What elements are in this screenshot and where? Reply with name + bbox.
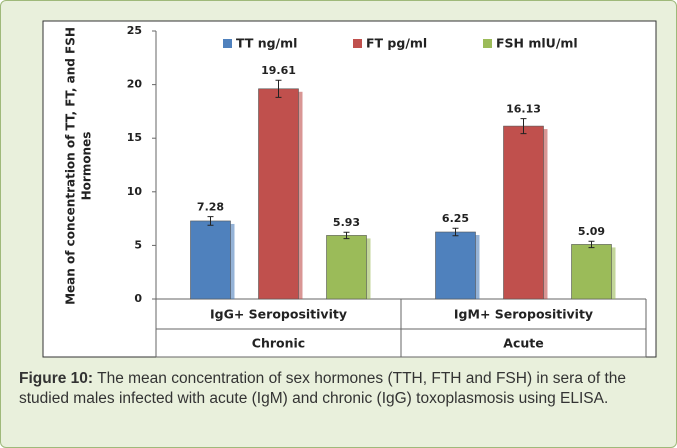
bar-shade: [611, 247, 616, 299]
legend-label: TT ng/ml: [236, 36, 297, 51]
legend-swatch: [483, 39, 492, 48]
y-tick-label: 0: [134, 292, 142, 305]
caption: Figure 10: The mean concentration of sex…: [19, 369, 659, 409]
x-group-label: Chronic: [252, 336, 305, 351]
data-label: 6.25: [442, 212, 469, 225]
bar: [435, 231, 476, 300]
chart: Mean of concentration of TT, FT, and FSH…: [42, 20, 657, 358]
y-axis-label: Hormones: [80, 132, 94, 201]
error-bar: [520, 118, 527, 135]
y-tick-label: 10: [127, 185, 143, 198]
bar-shade: [298, 91, 303, 300]
data-label: 7.28: [197, 201, 224, 214]
error-bar: [452, 227, 459, 237]
data-label: 5.09: [578, 225, 605, 238]
y-tick-label: 5: [134, 238, 142, 251]
error-bar: [588, 240, 595, 249]
caption-label: Figure 10:: [19, 370, 94, 387]
y-tick-label: 25: [127, 24, 142, 37]
bar: [258, 88, 299, 300]
bar: [571, 244, 612, 300]
y-tick-label: 20: [127, 78, 143, 91]
y-tick-label: 15: [127, 131, 142, 144]
error-bar: [275, 79, 282, 98]
x-group-label: Acute: [503, 336, 543, 351]
bar: [190, 220, 231, 300]
bar-shade: [366, 238, 371, 299]
x-tick-label: IgM+ Seropositivity: [454, 307, 593, 322]
chart-area: [42, 20, 657, 358]
data-label: 19.61: [261, 64, 296, 77]
legend-label: FT pg/ml: [366, 36, 427, 51]
bar-shade: [230, 223, 235, 299]
y-axis-label: Mean of concentration of TT, FT, and FSH: [64, 27, 78, 305]
bar: [326, 235, 367, 300]
bar: [503, 125, 544, 300]
x-tick-label: IgG+ Seropositivity: [210, 307, 347, 322]
bar-shade: [475, 235, 480, 299]
legend-swatch: [353, 39, 362, 48]
legend-swatch: [223, 39, 232, 48]
error-bar: [343, 231, 350, 240]
caption-text: The mean concentration of sex hormones (…: [19, 370, 627, 407]
data-label: 16.13: [506, 103, 541, 116]
bar-shade: [543, 129, 548, 299]
error-bar: [207, 216, 214, 226]
legend-label: FSH mlU/ml: [496, 36, 578, 51]
data-label: 5.93: [333, 216, 360, 229]
